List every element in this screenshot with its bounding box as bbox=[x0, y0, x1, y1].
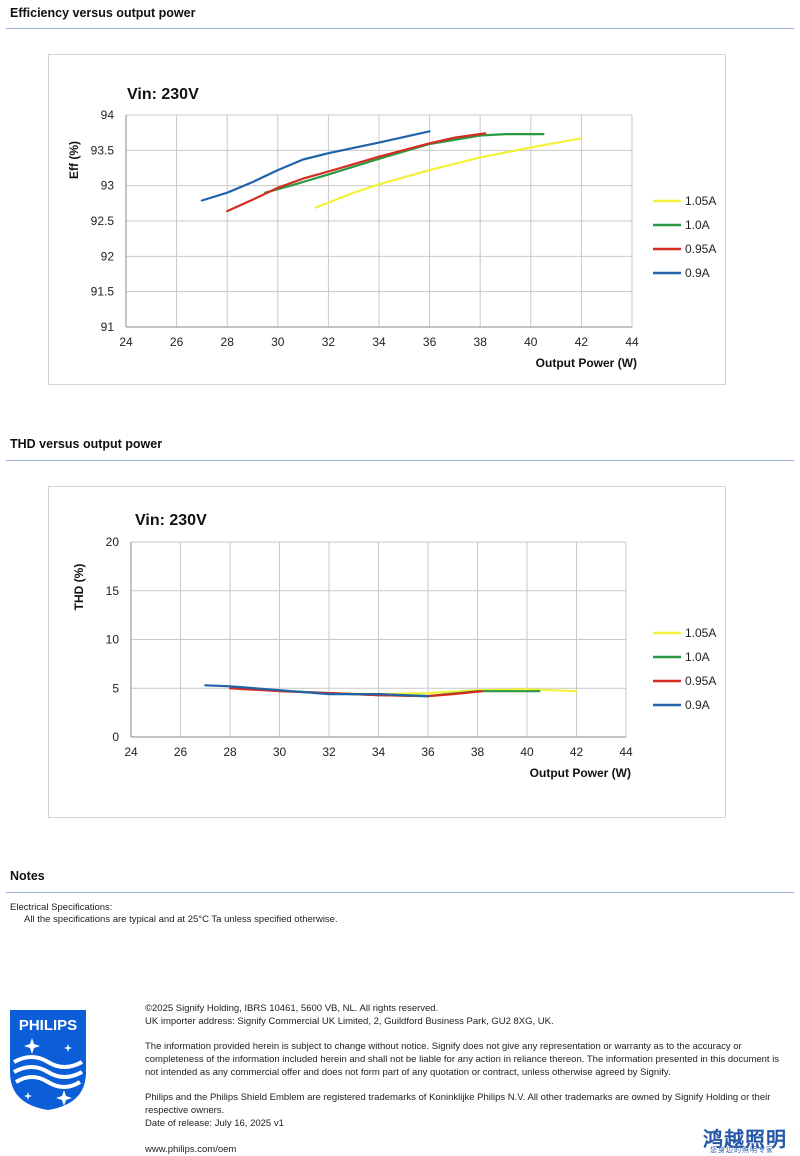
footer-importer: UK importer address: Signify Commercial … bbox=[145, 1016, 554, 1027]
y-tick-label: 91.5 bbox=[91, 285, 115, 299]
y-tick-label: 92 bbox=[101, 249, 115, 263]
watermark-slogan: 您身边的照明专家 bbox=[710, 1147, 774, 1154]
legend-label: 1.05A bbox=[685, 194, 716, 208]
y-tick-label: 92.5 bbox=[91, 214, 115, 228]
y-tick-label: 94 bbox=[101, 108, 115, 122]
x-tick-label: 42 bbox=[570, 745, 584, 759]
thd-chart: 24 26 28 30 32 34 36 38 40 42 44 0 5 10 15 20 Vin: 230V O… bbox=[48, 486, 726, 818]
efficiency-chart: 24 26 28 30 32 34 36 38 40 42 44 91 91.5 92 92.5 93 93.5… bbox=[48, 54, 726, 385]
x-tick-label: 40 bbox=[520, 745, 534, 759]
x-tick-label: 32 bbox=[322, 745, 336, 759]
philips-shield-logo: PHILIPS bbox=[10, 1010, 86, 1110]
x-tick-label: 30 bbox=[273, 745, 287, 759]
x-tick-label: 32 bbox=[322, 335, 336, 349]
x-tick-label: 24 bbox=[124, 745, 138, 759]
x-tick-label: 42 bbox=[575, 335, 589, 349]
series-line-1-0A bbox=[264, 132, 545, 194]
chart-title: Vin: 230V bbox=[127, 86, 199, 103]
logo-text: PHILIPS bbox=[19, 1017, 77, 1034]
x-tick-label: 30 bbox=[271, 335, 285, 349]
y-tick-label: 15 bbox=[106, 584, 120, 598]
legend-label: 0.9A bbox=[685, 698, 710, 712]
footer-disclaimer: The information provided herein is subje… bbox=[145, 1041, 780, 1078]
series-line-0-95A bbox=[226, 132, 487, 213]
legend-label: 0.95A bbox=[685, 674, 716, 688]
watermark-brand: 鸿越照明 bbox=[703, 1129, 787, 1151]
y-tick-label: 20 bbox=[106, 535, 120, 549]
x-tick-label: 36 bbox=[423, 335, 437, 349]
thd-chart-svg: 24 26 28 30 32 34 36 38 40 42 44 0 5 10 15 20 Vin: 230V O… bbox=[72, 512, 716, 780]
legend-label: 1.0A bbox=[685, 218, 710, 232]
notes-heading: Electrical Specifications: bbox=[10, 902, 113, 913]
section-divider bbox=[6, 460, 794, 461]
chart-title: Vin: 230V bbox=[135, 512, 207, 529]
y-tick-label: 5 bbox=[112, 681, 119, 695]
thd-section-title: THD versus output power bbox=[10, 437, 163, 451]
footer-copyright: ©2025 Signify Holding, IBRS 10461, 5600 … bbox=[145, 1003, 439, 1014]
x-tick-label: 38 bbox=[471, 745, 485, 759]
x-tick-label: 26 bbox=[170, 335, 184, 349]
efficiency-section-title: Efficiency versus output power bbox=[10, 6, 196, 20]
footer-trademarks: Philips and the Philips Shield Emblem ar… bbox=[145, 1092, 771, 1116]
x-tick-label: 44 bbox=[619, 745, 633, 759]
legend-label: 1.0A bbox=[685, 650, 710, 664]
y-tick-label: 93 bbox=[101, 179, 115, 193]
y-tick-label: 93.5 bbox=[91, 143, 115, 157]
y-tick-label: 10 bbox=[106, 633, 120, 647]
footer-release-date: Date of release: July 16, 2025 v1 bbox=[145, 1118, 284, 1129]
x-tick-label: 34 bbox=[372, 745, 386, 759]
x-tick-label: 26 bbox=[174, 745, 188, 759]
series-line-0-9A bbox=[204, 684, 430, 698]
x-tick-label: 36 bbox=[421, 745, 435, 759]
y-axis-label: THD (%) bbox=[72, 564, 86, 611]
series-line-0-9A bbox=[200, 130, 431, 202]
x-axis-label: Output Power (W) bbox=[530, 766, 631, 780]
footer-text: ©2025 Signify Holding, IBRS 10461, 5600 … bbox=[145, 1002, 790, 1156]
x-tick-label: 28 bbox=[221, 335, 235, 349]
x-tick-label: 28 bbox=[223, 745, 237, 759]
section-divider bbox=[6, 892, 794, 893]
legend-label: 0.95A bbox=[685, 242, 716, 256]
y-tick-label: 91 bbox=[101, 320, 115, 334]
legend-label: 1.05A bbox=[685, 626, 716, 640]
notes-section-title: Notes bbox=[10, 869, 45, 883]
notes-text: All the specifications are typical and a… bbox=[24, 914, 338, 925]
legend-label: 0.9A bbox=[685, 266, 710, 280]
x-tick-label: 44 bbox=[625, 335, 639, 349]
x-axis-label: Output Power (W) bbox=[536, 356, 637, 370]
series-line-1-05A bbox=[314, 137, 583, 209]
x-tick-label: 34 bbox=[372, 335, 386, 349]
section-divider bbox=[6, 28, 794, 29]
efficiency-chart-svg: 24 26 28 30 32 34 36 38 40 42 44 91 91.5 92 92.5 93 93.5… bbox=[67, 86, 716, 370]
x-tick-label: 40 bbox=[524, 335, 538, 349]
gridlines bbox=[125, 114, 633, 328]
x-tick-label: 38 bbox=[474, 335, 488, 349]
y-axis-label: Eff (%) bbox=[67, 141, 81, 179]
footer-url[interactable]: www.philips.com/oem bbox=[145, 1144, 237, 1155]
x-tick-label: 24 bbox=[119, 335, 133, 349]
gridlines bbox=[130, 541, 627, 738]
y-tick-label: 0 bbox=[112, 730, 119, 744]
